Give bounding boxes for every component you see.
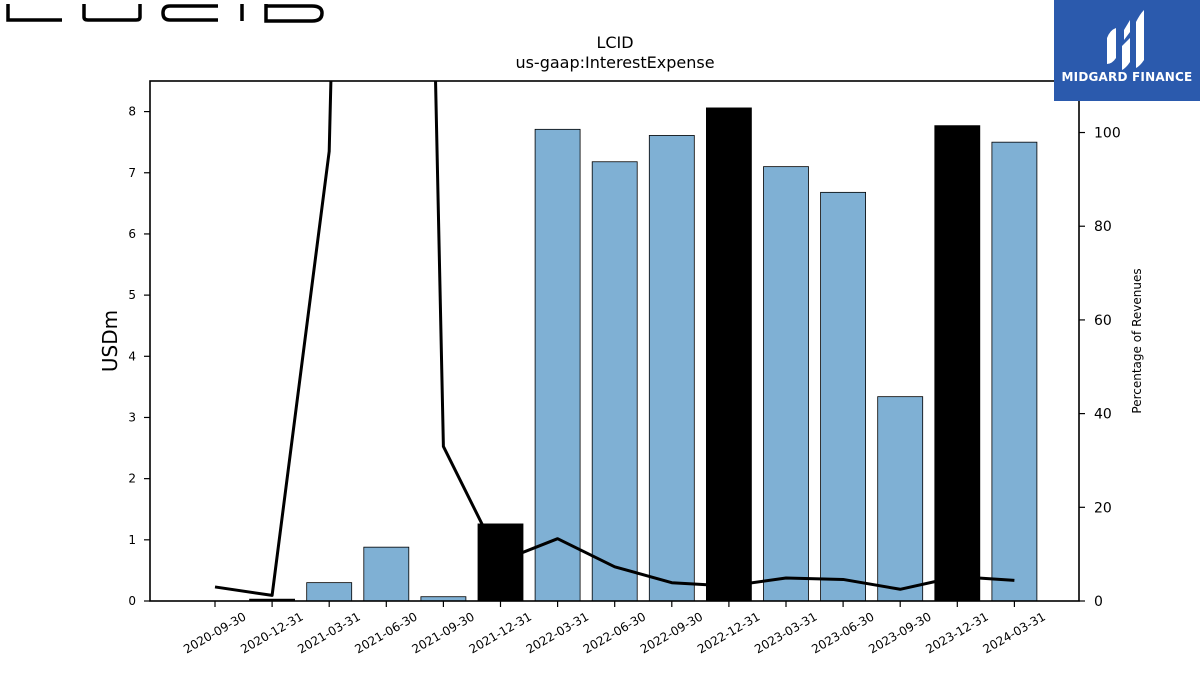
bar-2022-03-31 — [534, 128, 581, 602]
x-tick-label: 2023-03-31 — [752, 609, 819, 656]
x-tick-label: 2022-09-30 — [638, 609, 705, 656]
y-tick-label: 0 — [128, 594, 136, 608]
bar-2022-09-30 — [648, 135, 695, 602]
bar-2024-03-31 — [991, 141, 1038, 602]
x-tick-label: 2023-06-30 — [809, 609, 876, 656]
x-tick-label: 2020-09-30 — [181, 609, 248, 656]
bar-2023-03-31 — [763, 166, 809, 602]
y2-tick-label: 0 — [1094, 594, 1103, 610]
midgard-finance-logo: MIDGARD FINANCE — [1054, 0, 1200, 101]
y-tick-label: 5 — [128, 288, 136, 302]
x-tick-label: 2020-12-31 — [238, 609, 305, 656]
brand-mark-icon — [1107, 10, 1144, 70]
y2-axis-label: Percentage of Revenues — [1130, 268, 1144, 413]
y2-tick-label: 40 — [1094, 407, 1112, 423]
x-tick-label: 2022-03-31 — [524, 609, 591, 656]
y-tick-label: 2 — [128, 472, 136, 486]
lucid-logo — [6, 4, 324, 23]
y2-tick-label: 80 — [1094, 219, 1112, 235]
bar-2023-06-30 — [820, 191, 866, 602]
bar-2021-06-30 — [363, 546, 410, 602]
bar-2022-12-31 — [706, 107, 752, 602]
bar-2021-03-31 — [306, 582, 353, 602]
x-tick-label: 2022-12-31 — [695, 609, 762, 656]
bar-2022-06-30 — [591, 161, 638, 602]
x-tick-label: 2023-12-31 — [923, 609, 990, 656]
y2-tick-label: 20 — [1094, 500, 1112, 516]
x-tick-label: 2023-09-30 — [866, 609, 933, 656]
x-tick-label: 2021-03-31 — [295, 609, 362, 656]
x-tick-label: 2024-03-31 — [980, 609, 1047, 656]
y-tick-label: 3 — [128, 410, 136, 424]
bar-2023-09-30 — [877, 396, 924, 602]
y-tick-label: 6 — [128, 227, 136, 241]
chart-subtitle: us-gaap:InterestExpense — [515, 53, 714, 72]
y2-tick-label: 60 — [1094, 313, 1112, 329]
brand-name: MIDGARD FINANCE — [1061, 70, 1193, 84]
y-tick-label: 8 — [128, 105, 136, 119]
y-axis-label: USDm — [98, 310, 122, 372]
x-tick-label: 2021-12-31 — [467, 609, 534, 656]
percentage-of-revenues-line — [214, 81, 1015, 597]
x-tick-label: 2021-09-30 — [409, 609, 476, 656]
y-tick-label: 7 — [128, 166, 136, 180]
chart-title: LCID — [596, 33, 633, 52]
y-tick-label: 4 — [128, 349, 136, 363]
x-tick-label: 2021-06-30 — [352, 609, 419, 656]
x-tick-label: 2022-06-30 — [581, 609, 648, 656]
y-tick-label: 1 — [128, 533, 136, 547]
bar-2023-12-31 — [934, 125, 981, 602]
y2-tick-label: 100 — [1094, 126, 1121, 142]
